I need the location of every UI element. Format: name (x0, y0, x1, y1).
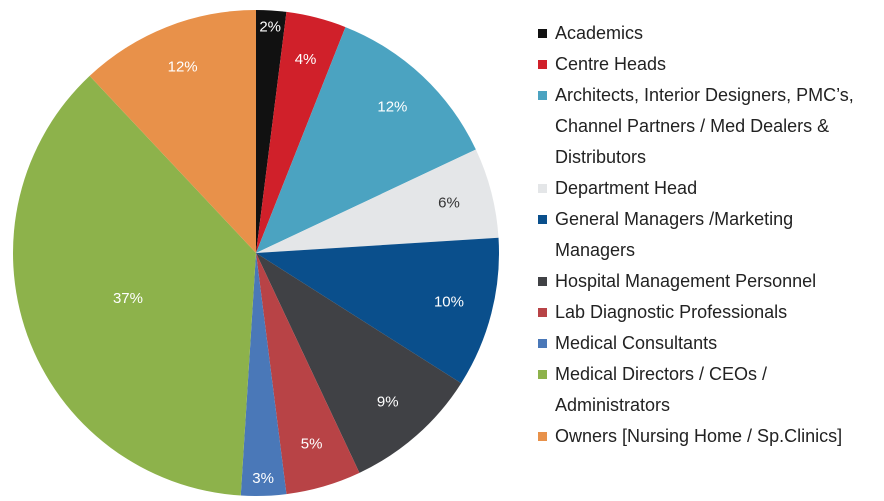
pie-slice (256, 11, 346, 254)
slice-label: 2% (259, 18, 281, 35)
pie-slice (256, 253, 360, 495)
legend-swatch (538, 370, 547, 379)
pie-slice (256, 10, 287, 253)
legend-item: Academics (538, 18, 878, 49)
pie-slice (256, 253, 462, 473)
legend-swatch (538, 29, 547, 38)
legend-item: Department Head (538, 173, 878, 204)
slice-label: 5% (301, 435, 323, 452)
pie-slice (240, 253, 287, 497)
legend-swatch (538, 339, 547, 348)
legend-item: Medical Directors / CEOs / Administrator… (538, 359, 878, 421)
pie-slice (12, 75, 256, 496)
slice-label: 10% (434, 294, 464, 311)
legend-label: Academics (555, 23, 644, 43)
slice-label: 3% (252, 470, 274, 487)
legend-item: Centre Heads (538, 49, 878, 80)
legend-label: Owners [Nursing Home / Sp.Clinics] (555, 426, 843, 446)
legend-item: Lab Diagnostic Professionals (538, 297, 878, 328)
legend-swatch (538, 308, 547, 317)
legend-item: Medical Consultants (538, 328, 878, 359)
slice-label: 6% (438, 194, 460, 211)
legend-label: Lab Diagnostic Professionals (555, 302, 788, 322)
legend-label: Hospital Management Personnel (555, 271, 817, 291)
slice-label: 9% (377, 393, 399, 410)
legend-swatch (538, 91, 547, 100)
pie-slice (89, 10, 256, 253)
slice-label: 37% (113, 290, 143, 307)
legend-label: Architects, Interior Designers, PMC’s, C… (555, 85, 854, 167)
pie-slice (256, 237, 499, 384)
legend-label: Department Head (555, 178, 698, 198)
pie-chart: 2% 4% 12% 6% 10% 9% 5% 3% 37% 12% (12, 10, 499, 497)
legend-label: Medical Consultants (555, 333, 718, 353)
slice-label: 12% (377, 99, 407, 116)
legend-swatch (538, 60, 547, 69)
legend-swatch (538, 184, 547, 193)
legend-swatch (538, 432, 547, 441)
legend-item: Owners [Nursing Home / Sp.Clinics] (538, 421, 878, 452)
legend-label: Medical Directors / CEOs / Administrator… (555, 364, 768, 415)
legend: Academics Centre Heads Architects, Interio… (538, 18, 878, 452)
legend-swatch (538, 215, 547, 224)
legend-item: General Managers /Marketing Managers (538, 204, 878, 266)
legend-item: Architects, Interior Designers, PMC’s, C… (538, 80, 878, 173)
pie-slice (256, 149, 499, 253)
slice-label: 12% (168, 59, 198, 76)
legend-label: Centre Heads (555, 54, 667, 74)
pie-slice (256, 27, 476, 253)
legend-item: Hospital Management Personnel (538, 266, 878, 297)
slice-label: 4% (295, 51, 317, 68)
legend-label: General Managers /Marketing Managers (555, 209, 794, 260)
legend-swatch (538, 277, 547, 286)
